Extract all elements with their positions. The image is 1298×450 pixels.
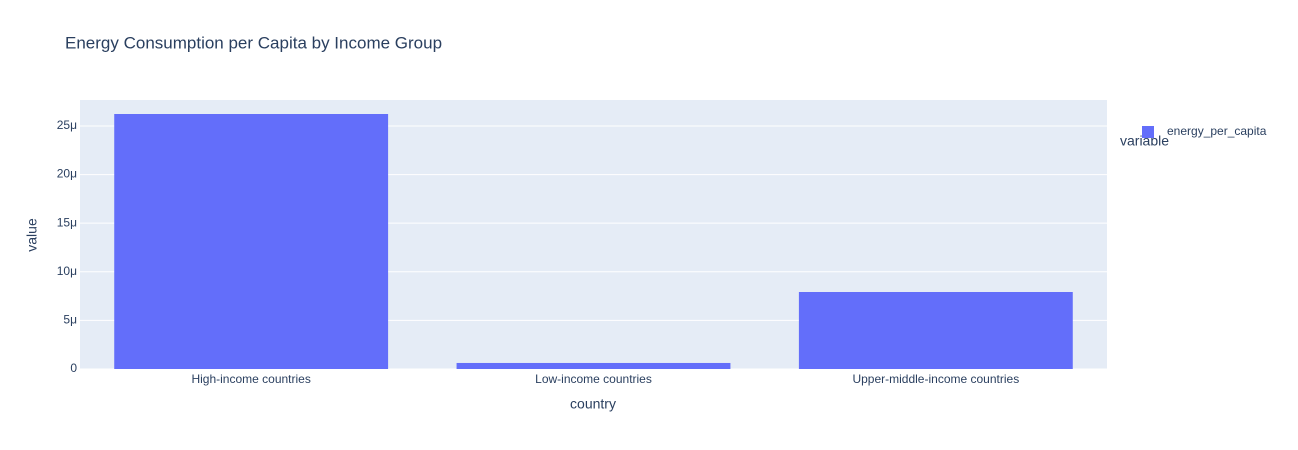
y-tick-label: 10μ (57, 264, 77, 278)
legend-title: variable (1120, 133, 1169, 149)
bar (798, 292, 1073, 369)
chart-title: Energy Consumption per Capita by Income … (65, 33, 442, 52)
y-tick-label: 0 (70, 361, 77, 375)
y-axis-title: value (24, 218, 40, 252)
x-tick-label: High-income countries (191, 372, 310, 386)
bar (456, 362, 731, 369)
legend-swatch[interactable] (1142, 126, 1154, 138)
bar (114, 113, 389, 370)
y-tick-label: 5μ (63, 313, 77, 327)
x-tick-label: Upper-middle-income countries (852, 372, 1019, 386)
y-tick-label: 25μ (57, 118, 77, 132)
legend-label[interactable]: energy_per_capita (1167, 124, 1267, 138)
y-tick-label: 20μ (57, 167, 77, 181)
y-tick-label: 15μ (57, 215, 77, 229)
x-axis-title: country (570, 396, 616, 412)
x-tick-label: Low-income countries (535, 372, 652, 386)
